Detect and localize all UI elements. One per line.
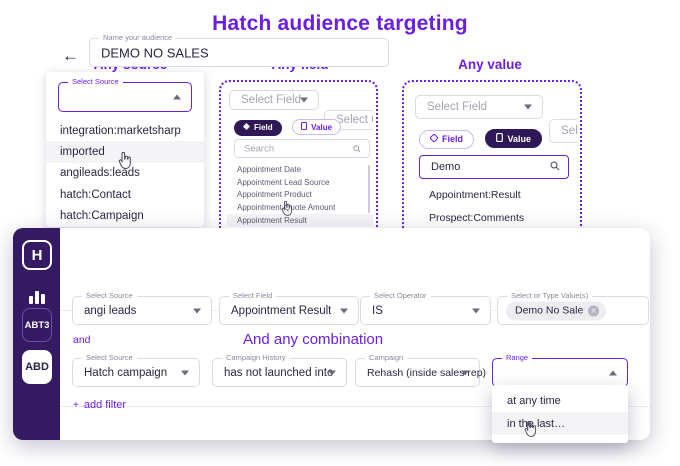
audience-name-label: Name your audience bbox=[99, 33, 177, 42]
chevron-up-icon bbox=[609, 370, 617, 375]
list-item[interactable]: Prospect:Comments bbox=[429, 211, 525, 224]
field-search-placeholder: Search bbox=[244, 143, 275, 154]
select-source-dropdown[interactable]: Select Source bbox=[58, 77, 192, 112]
select-field-placeholder: Select Field bbox=[241, 94, 302, 106]
filter2-campaign-history-value: has not launched into bbox=[224, 366, 334, 379]
workspace-abd[interactable]: ABD bbox=[22, 350, 52, 384]
column-title-value: Any value bbox=[458, 57, 522, 72]
chevron-up-icon bbox=[173, 94, 181, 100]
hatch-logo-icon[interactable]: H bbox=[22, 240, 52, 270]
search-icon bbox=[550, 158, 560, 176]
chevron-down-icon bbox=[524, 104, 532, 110]
filter2-campaign-value: Rehash (inside sales rep) bbox=[367, 366, 487, 379]
field-value-toggle: Field Value bbox=[234, 117, 342, 136]
source-panel: Select Source integration:marketsharp im… bbox=[46, 72, 204, 227]
filter1-source-dropdown[interactable]: Select Source angi leads bbox=[72, 291, 212, 325]
list-item[interactable]: Appointment Lead Source bbox=[237, 177, 330, 187]
value-select-field-placeholder: Select Field bbox=[427, 101, 488, 113]
list-item[interactable]: integration:marketsharp bbox=[60, 124, 181, 137]
chevron-down-icon bbox=[340, 308, 348, 313]
tab-field[interactable]: Field bbox=[419, 129, 475, 149]
filter1-operator-value: IS bbox=[372, 304, 383, 317]
chevron-down-icon bbox=[461, 370, 469, 375]
tab-value[interactable]: Value bbox=[292, 119, 342, 135]
list-item[interactable]: Appointment Date bbox=[237, 164, 302, 174]
tab-value-label: Value bbox=[311, 122, 333, 132]
value-search-input[interactable]: Demo bbox=[419, 155, 569, 179]
filter1-field-dropdown[interactable]: Select Field Appointment Result bbox=[219, 291, 359, 325]
field-list-scrollbar[interactable] bbox=[367, 165, 370, 213]
filter2-source-dropdown[interactable]: Select Source Hatch campaign bbox=[72, 353, 200, 387]
filter2-campaign-history-label: Campaign History bbox=[222, 353, 290, 362]
list-item[interactable]: imported bbox=[46, 141, 204, 163]
column-title-combination: And any combination bbox=[243, 331, 384, 348]
filter1-value-label: Select or Type Value(s) bbox=[507, 291, 593, 300]
filter1-source-label: Select Source bbox=[82, 291, 137, 300]
list-item[interactable]: Appointment Quote Amount bbox=[237, 202, 336, 212]
tab-value-label: Value bbox=[507, 133, 531, 144]
filter1-source-value: angi leads bbox=[84, 304, 137, 317]
list-item[interactable]: Appointment:Result bbox=[429, 188, 521, 201]
tab-field-label: Field bbox=[254, 123, 273, 132]
tab-value[interactable]: Value bbox=[485, 129, 542, 148]
field-search-input[interactable]: Search bbox=[234, 139, 370, 158]
chevron-down-icon bbox=[328, 370, 336, 375]
value-field-toggle: Field Value bbox=[419, 129, 542, 149]
add-filter-label: add filter bbox=[83, 399, 127, 411]
filter2-range-label: Range bbox=[502, 353, 533, 362]
filter2-campaign-history-dropdown[interactable]: Campaign History has not launched into bbox=[212, 353, 347, 387]
select-source-label: Select Source bbox=[68, 77, 123, 86]
app-sidebar: H ABT3 ABD bbox=[13, 228, 60, 440]
back-arrow-icon[interactable]: ← bbox=[62, 46, 79, 65]
select-operator-placeholder: Select Operator bbox=[336, 114, 373, 126]
audience-name-input[interactable]: Name your audience DEMO NO SALES bbox=[89, 33, 389, 67]
chevron-down-icon bbox=[193, 308, 201, 313]
list-item[interactable]: hatch:Campaign bbox=[60, 210, 144, 223]
document-icon bbox=[301, 122, 308, 132]
filter2-range-dropdown[interactable]: Range bbox=[492, 353, 628, 387]
diamond-icon bbox=[243, 123, 250, 132]
list-item[interactable]: at any time bbox=[507, 394, 561, 407]
search-icon bbox=[353, 140, 361, 158]
filter1-operator-dropdown[interactable]: Select Operator IS bbox=[360, 291, 491, 325]
value-select-field-dropdown[interactable]: Select Field bbox=[415, 95, 543, 119]
filter1-value-input[interactable]: Select or Type Value(s) Demo No Sale ✕ bbox=[497, 291, 649, 325]
list-item[interactable]: Appointment Product bbox=[237, 190, 312, 200]
list-item[interactable]: Appointment Result bbox=[227, 213, 373, 227]
value-select-operator-dropdown[interactable]: Sele bbox=[549, 119, 577, 143]
plus-icon: + bbox=[73, 400, 79, 411]
workspace-abt3[interactable]: ABT3 bbox=[22, 308, 52, 342]
filter2-source-label: Select Source bbox=[82, 353, 137, 362]
chevron-down-icon bbox=[181, 370, 189, 375]
chevron-down-icon bbox=[300, 97, 308, 103]
analytics-icon[interactable] bbox=[22, 278, 52, 304]
select-field-dropdown[interactable]: Select Field bbox=[229, 90, 319, 110]
diamond-icon bbox=[429, 133, 439, 144]
filter2-source-value: Hatch campaign bbox=[84, 366, 168, 379]
value-search-value: Demo bbox=[431, 161, 461, 173]
document-icon bbox=[496, 133, 504, 144]
list-item[interactable]: angileads:leads bbox=[60, 167, 140, 180]
filter1-field-value: Appointment Result bbox=[231, 304, 332, 317]
audience-name-value: DEMO NO SALES bbox=[101, 45, 209, 60]
value-chip[interactable]: Demo No Sale ✕ bbox=[506, 301, 607, 320]
list-item[interactable]: hatch:Contact bbox=[60, 188, 131, 201]
range-options-list[interactable]: at any time in the last… bbox=[492, 385, 628, 443]
page-title: Hatch audience targeting bbox=[212, 12, 468, 35]
value-select-operator-placeholder: Sele bbox=[561, 125, 577, 137]
tab-field[interactable]: Field bbox=[234, 119, 282, 136]
add-filter-button[interactable]: + add filter bbox=[73, 399, 126, 411]
value-chip-label: Demo No Sale bbox=[515, 304, 584, 317]
conjunction-label: and bbox=[73, 334, 91, 346]
tab-field-label: Field bbox=[442, 134, 464, 144]
filter2-campaign-dropdown[interactable]: Campaign Rehash (inside sales rep) bbox=[355, 353, 486, 387]
filter2-campaign-label: Campaign bbox=[365, 353, 408, 362]
source-options-list[interactable]: integration:marketsharp imported angilea… bbox=[46, 120, 204, 227]
chevron-down-icon bbox=[472, 308, 480, 313]
filter1-field-label: Select Field bbox=[229, 291, 277, 300]
list-item[interactable]: in the last… bbox=[492, 412, 628, 435]
filter1-operator-label: Select Operator bbox=[370, 291, 431, 300]
remove-chip-icon[interactable]: ✕ bbox=[588, 305, 600, 316]
